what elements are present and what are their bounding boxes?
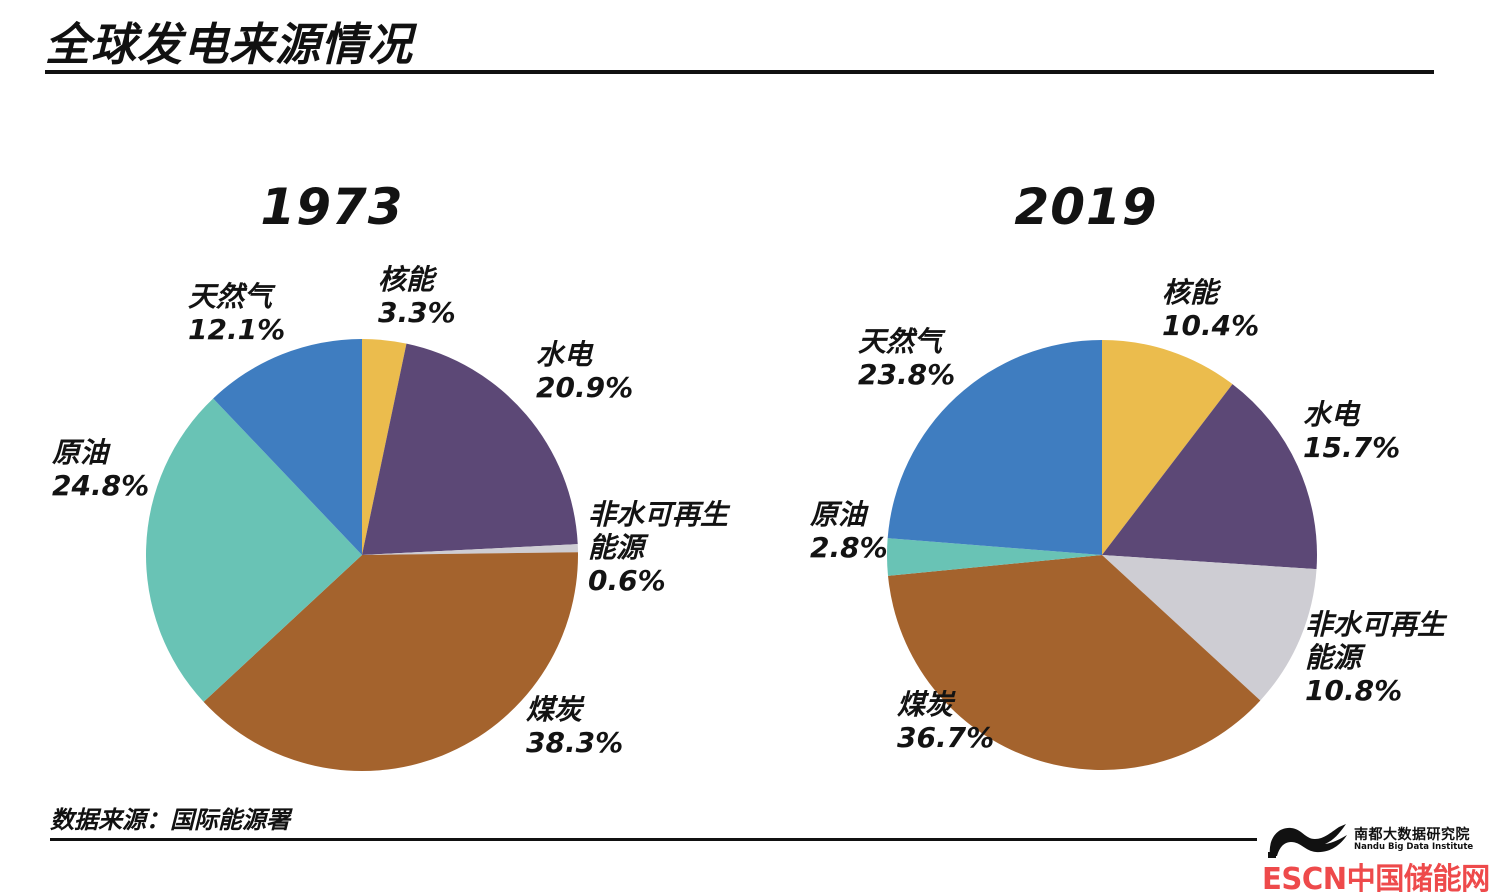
title-divider xyxy=(45,70,1434,74)
pie-slice-gas xyxy=(213,339,362,555)
pie-slice-coal xyxy=(888,555,1261,770)
slice-name: 原油 xyxy=(810,498,867,531)
slice-name: 原油 xyxy=(52,436,109,469)
pie-chart-1973 xyxy=(146,339,578,771)
pie-slice-gas xyxy=(887,340,1102,555)
label-2019-oil: 原油 2.8% xyxy=(810,498,888,565)
slice-value: 38.3% xyxy=(526,725,624,759)
slice-value: 23.8% xyxy=(858,357,956,391)
slice-name: 天然气 xyxy=(188,280,273,313)
pie-slice-coal xyxy=(203,552,578,771)
label-1973-gas: 天然气 12.1% xyxy=(188,280,286,347)
chart-title-2019: 2019 xyxy=(1014,178,1158,236)
footer-divider xyxy=(50,838,1257,841)
slice-value: 20.9% xyxy=(536,370,634,404)
slice-value: 3.3% xyxy=(378,295,456,329)
pie-slice-non_hydro xyxy=(362,544,578,555)
label-2019-gas: 天然气 23.8% xyxy=(858,325,956,392)
escn-logo-text: ESCN中国储能网 xyxy=(1262,862,1490,893)
pie-slice-hydro xyxy=(362,343,578,555)
slice-value: 15.7% xyxy=(1303,430,1401,464)
pie-slice-nuclear xyxy=(362,339,407,555)
pie-slice-non_hydro xyxy=(1102,555,1317,701)
chart-title-1973: 1973 xyxy=(260,178,404,236)
pie-slice-oil xyxy=(146,398,362,702)
slice-name: 水电 xyxy=(536,338,593,371)
institute-name-cn: 南都大数据研究院 xyxy=(1354,827,1470,843)
slice-name: 核能 xyxy=(378,263,435,296)
slice-value: 0.6% xyxy=(588,563,666,597)
label-1973-nuclear: 核能 3.3% xyxy=(378,263,456,330)
label-2019-non-hydro: 非水可再生能源 10.8% xyxy=(1305,608,1457,707)
pie-slice-oil xyxy=(887,538,1102,576)
slice-value: 12.1% xyxy=(188,312,286,346)
slice-name: 煤炭 xyxy=(526,693,583,726)
institute-name-en: Nandu Big Data Institute xyxy=(1354,842,1474,852)
footer-logo-block: 南都大数据研究院 Nandu Big Data Institute ESCN中国… xyxy=(1262,818,1490,893)
slice-value: 24.8% xyxy=(52,468,150,502)
slice-name: 非水可再生能源 xyxy=(1305,608,1446,674)
slice-name: 核能 xyxy=(1162,276,1219,309)
label-1973-non-hydro: 非水可再生能源 0.6% xyxy=(588,498,740,597)
slice-value: 36.7% xyxy=(897,720,995,754)
label-1973-hydro: 水电 20.9% xyxy=(536,338,634,405)
slice-value: 2.8% xyxy=(810,530,888,564)
pie-slice-hydro xyxy=(1102,384,1317,570)
data-source-note: 数据来源：国际能源署 xyxy=(50,806,290,834)
pie-slice-nuclear xyxy=(1102,340,1233,555)
label-1973-oil: 原油 24.8% xyxy=(52,436,150,503)
label-1973-coal: 煤炭 38.3% xyxy=(526,693,624,760)
slice-name: 煤炭 xyxy=(897,688,954,721)
slice-name: 水电 xyxy=(1303,398,1360,431)
slice-name: 天然气 xyxy=(858,325,943,358)
slice-value: 10.4% xyxy=(1162,308,1260,342)
nandu-swan-icon xyxy=(1268,824,1347,858)
pie-chart-2019 xyxy=(887,340,1317,770)
slice-name: 非水可再生能源 xyxy=(588,498,729,564)
label-2019-coal: 煤炭 36.7% xyxy=(897,688,995,755)
label-2019-hydro: 水电 15.7% xyxy=(1303,398,1401,465)
slice-value: 10.8% xyxy=(1305,673,1403,707)
label-2019-nuclear: 核能 10.4% xyxy=(1162,276,1260,343)
page-title: 全球发电来源情况 xyxy=(45,18,414,71)
